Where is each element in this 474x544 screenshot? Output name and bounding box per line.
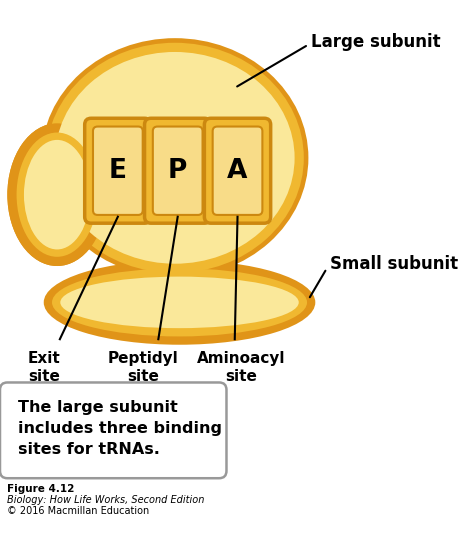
Ellipse shape xyxy=(41,38,309,277)
FancyBboxPatch shape xyxy=(93,127,143,215)
Text: P: P xyxy=(168,158,187,184)
Ellipse shape xyxy=(8,123,107,266)
Ellipse shape xyxy=(52,48,298,268)
Text: Large subunit: Large subunit xyxy=(311,33,441,51)
Text: © 2016 Macmillan Education: © 2016 Macmillan Education xyxy=(8,506,150,516)
Ellipse shape xyxy=(44,260,315,345)
Ellipse shape xyxy=(24,140,90,250)
Ellipse shape xyxy=(52,268,307,336)
Ellipse shape xyxy=(55,52,295,264)
FancyBboxPatch shape xyxy=(145,118,211,223)
Ellipse shape xyxy=(17,133,98,257)
FancyBboxPatch shape xyxy=(213,127,263,215)
FancyBboxPatch shape xyxy=(0,382,227,478)
Text: A: A xyxy=(228,158,248,184)
FancyBboxPatch shape xyxy=(85,118,151,223)
Text: Figure 4.12: Figure 4.12 xyxy=(8,484,75,494)
Ellipse shape xyxy=(17,133,98,257)
FancyBboxPatch shape xyxy=(153,127,202,215)
Ellipse shape xyxy=(46,43,304,273)
Ellipse shape xyxy=(24,140,90,250)
Text: The large subunit
includes three binding
sites for tRNAs.: The large subunit includes three binding… xyxy=(18,400,222,457)
Ellipse shape xyxy=(60,276,299,328)
Ellipse shape xyxy=(8,123,107,266)
Text: Small subunit: Small subunit xyxy=(329,255,458,273)
Text: E: E xyxy=(109,158,127,184)
Text: Biology: How Life Works, Second Edition: Biology: How Life Works, Second Edition xyxy=(8,495,205,505)
Text: Exit
site: Exit site xyxy=(28,351,61,384)
Ellipse shape xyxy=(61,58,289,258)
Text: Aminoacyl
site: Aminoacyl site xyxy=(197,351,285,384)
Text: Peptidyl
site: Peptidyl site xyxy=(107,351,178,384)
FancyBboxPatch shape xyxy=(204,118,271,223)
